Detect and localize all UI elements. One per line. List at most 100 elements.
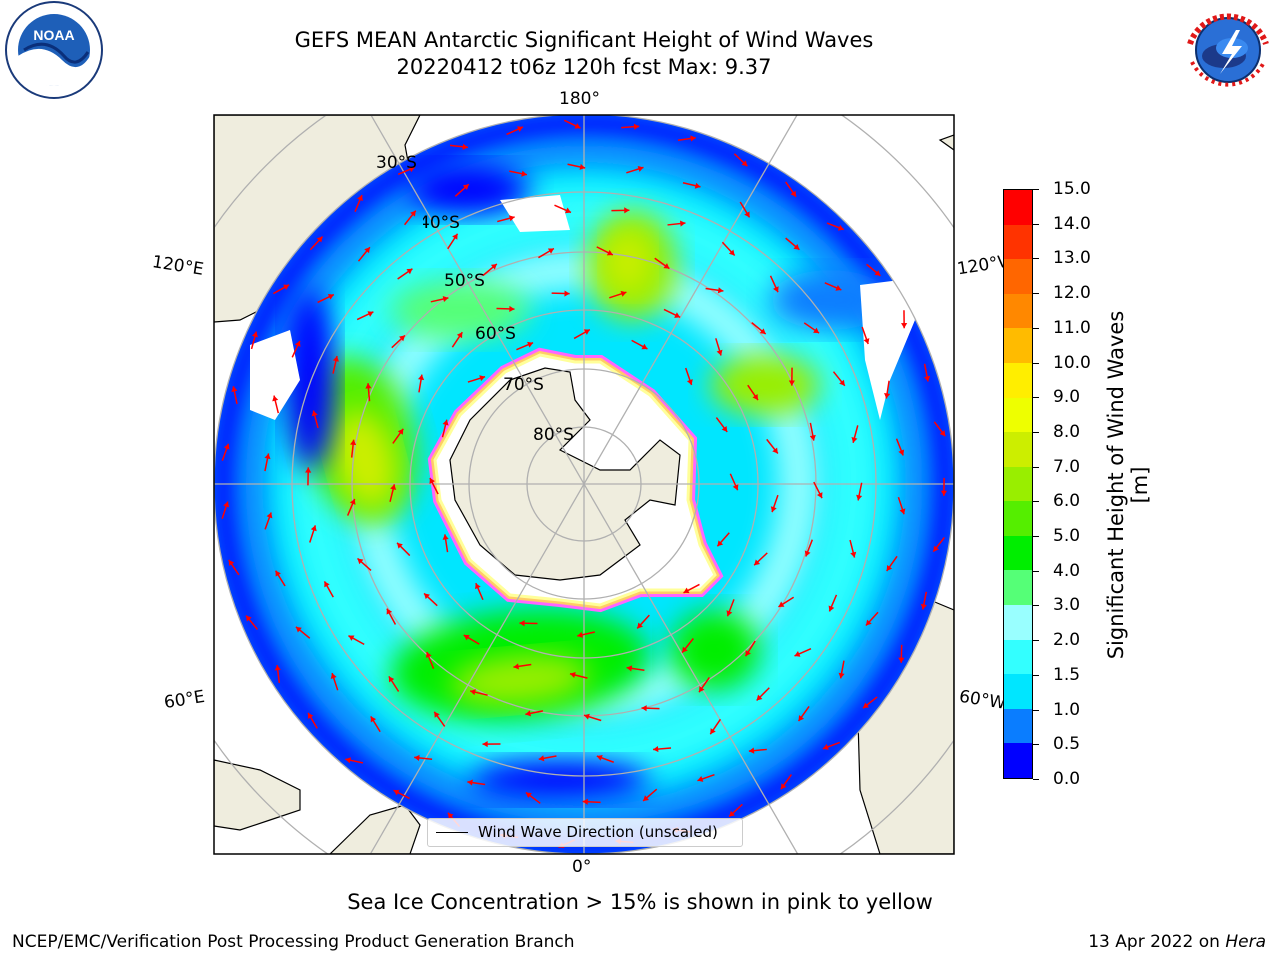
lat-label-50s: 50°S [444,271,485,291]
colorbar-segment [1004,743,1032,778]
wave-arrow-head [726,610,733,617]
wave-arrow-head [620,290,627,297]
wave-arrow-head [283,284,290,291]
lon-label-180: 180° [559,89,600,109]
wave-arrow-head [837,224,844,231]
wave-arrow-head [367,311,374,317]
wave-arrow-head [690,135,696,142]
wave-arrow-head [386,608,393,615]
wave-arrow-head [772,447,778,454]
antarctica-outline [449,367,681,581]
wave-arrow-head [933,545,939,552]
lat-label-40s: 40°S [419,213,460,233]
wave-arrow-head [294,340,301,347]
colorbar-segment [1004,432,1032,467]
continent-outline [329,804,421,854]
wave-arrow-head [679,220,686,227]
wave-peak-north [606,232,650,292]
colorbar-tick-label: 1.0 [1053,699,1081,720]
wave-arrow-head [272,395,279,402]
wave-arrow-head [410,210,416,217]
wave-arrow-head [275,570,281,577]
wave-arrow-head [475,583,481,590]
wave-arrow-head [741,160,748,167]
wave-arrow-head [310,525,317,532]
wave-arrow-head [694,182,701,189]
wave-low-north [410,165,530,215]
colorbar-tick-label: 13.0 [1053,248,1091,269]
wave-arrow-head [770,506,777,513]
wave-arrow-head [508,215,515,222]
wave-arrow-head [788,380,795,386]
wave-arrow-head [682,646,688,653]
colorbar-segment [1004,397,1032,433]
wave-arrow-head [641,343,648,350]
wave-arrow-head [752,394,758,401]
wave-arrow-head [414,754,420,762]
colorbar-segment [1004,328,1032,363]
wave-arrow-head [565,207,571,214]
wave-arrow-head [462,143,468,150]
colorbar-tick-mark [1033,362,1039,364]
wave-arrow-head [759,328,766,334]
colorbar-segment [1004,535,1032,571]
wave-arrow-head [583,329,590,335]
wave-arrow-head [357,195,363,201]
chart-title: GEFS MEAN Antarctic Significant Height o… [294,28,874,52]
wave-arrow-head [901,323,908,329]
colorbar-tick-mark [1033,293,1039,295]
colorbar-tick-label: 14.0 [1053,213,1091,234]
wave-arrow-head [223,501,230,508]
graticule [214,115,954,854]
wave-arrow-head [626,665,633,672]
wave-arrow-head [393,789,400,796]
colorbar-tick-mark [1033,431,1039,433]
wave-arrow-head [452,233,458,240]
wave-arrow-head [729,810,735,817]
wave-arrow-head [295,626,302,633]
colorbar-tick-label: 7.0 [1053,456,1081,477]
wave-arrow-head [521,170,527,177]
wave-arrow-head [717,540,724,547]
wave-arrow-head [839,379,845,386]
wave-arrow-head [748,747,755,754]
wave-arrow-head [365,383,372,389]
wave-arrow-head [577,631,583,638]
colorbar-tick-label: 1.5 [1053,664,1081,685]
wave-arrow-head [633,123,640,130]
wave-arrow-head [754,559,761,566]
wave-arrow-head [399,335,405,342]
wave-direction-arrows [221,119,948,849]
wave-arrow-head [884,392,891,399]
wave-arrow-head [324,581,330,588]
wave-high-southeast [670,610,760,690]
wave-arrow-head [850,551,857,558]
wave-arrow-head [357,558,364,565]
wave-arrow-head [251,331,258,338]
colorbar-tick-label: 0.0 [1053,769,1081,789]
wave-arrow-head [732,484,739,491]
wave-arrow-head [424,593,430,600]
wave-arrow-head [939,430,946,437]
colorbar-tick-label: 11.0 [1053,317,1091,338]
wave-arrow-head [813,327,820,334]
wave-arrow-head [442,534,449,540]
noaa-logo-text: NOAA [33,27,74,43]
colorbar-tick-mark [1033,779,1039,780]
wave-arrow-head [456,332,463,339]
continent-outline [938,134,954,151]
wave-arrow-head [865,619,872,626]
wave-arrow-head [509,305,515,312]
wave-arrow-head [798,715,805,722]
wave-arrow-head [643,795,649,801]
colorbar-tick-mark [1033,570,1039,572]
wave-arrow-head [418,374,425,381]
lon-label-0: 0° [572,857,592,877]
wave-arrow-head [490,263,497,270]
wave-arrow-head [538,755,545,762]
wave-arrow-head [606,249,613,256]
colorbar-segment [1004,708,1032,744]
wave-arrow-head [327,294,334,300]
colorbar-tick-mark [1033,744,1039,746]
